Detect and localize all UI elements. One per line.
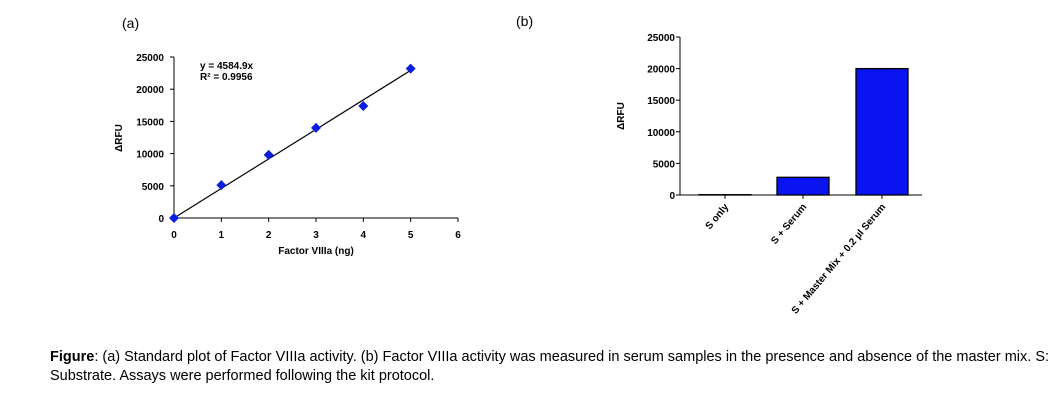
x-tick-label-a: 2	[266, 230, 272, 241]
y-tick-label-b: 15000	[647, 96, 675, 107]
x-tick-label-a: 4	[361, 230, 367, 241]
data-point	[358, 100, 369, 111]
y-tick-label-a: 10000	[136, 150, 164, 161]
y-tick-label-a: 5000	[142, 182, 165, 193]
x-tick-label-a: 6	[455, 230, 461, 241]
y-tick-label-a: 25000	[136, 53, 164, 64]
x-tick-label-b: S + Serum	[769, 202, 809, 247]
x-tick-label-a: 0	[171, 230, 177, 241]
data-point	[263, 149, 274, 160]
y-tick-label-a: 20000	[136, 85, 164, 96]
x-tick-label-a: 1	[219, 230, 225, 241]
data-point	[311, 122, 321, 133]
panel-label-a: (a)	[122, 15, 139, 31]
caption-label: Figure	[50, 349, 95, 365]
x-tick-label-a: 5	[408, 230, 414, 241]
trendline	[173, 69, 411, 219]
y-tick-label-b: 0	[669, 191, 675, 202]
caption-text: : (a) Standard plot of Factor VIIIa acti…	[50, 349, 1050, 384]
data-point	[216, 180, 227, 191]
y-tick-label-b: 20000	[647, 65, 675, 76]
y-axis-label-b: ΔRFU	[616, 102, 627, 130]
y-tick-label-b: 5000	[653, 159, 676, 170]
x-tick-label-a: 3	[313, 230, 319, 241]
y-tick-label-a: 15000	[136, 117, 164, 128]
data-point	[405, 63, 416, 74]
y-axis-label-a: ΔRFU	[114, 124, 125, 152]
panel-label-b: (b)	[516, 13, 533, 29]
data-point	[169, 213, 179, 223]
trendline-r2: R² = 0.9956	[200, 72, 253, 83]
bar	[855, 67, 909, 196]
y-tick-label-b: 25000	[647, 33, 675, 44]
trendline-equation: y = 4584.9x	[200, 61, 254, 72]
figure-caption: Figure: (a) Standard plot of Factor VIII…	[50, 348, 1050, 386]
x-tick-label-b: S + Master Mix + 0.2 µl Serum	[790, 202, 889, 317]
x-axis-label-a: Factor VIIIa (ng)	[278, 246, 354, 257]
y-tick-label-a: 0	[158, 214, 164, 225]
y-tick-label-b: 10000	[647, 128, 675, 139]
x-tick-label-b: S only	[704, 202, 732, 232]
bar	[776, 176, 830, 196]
